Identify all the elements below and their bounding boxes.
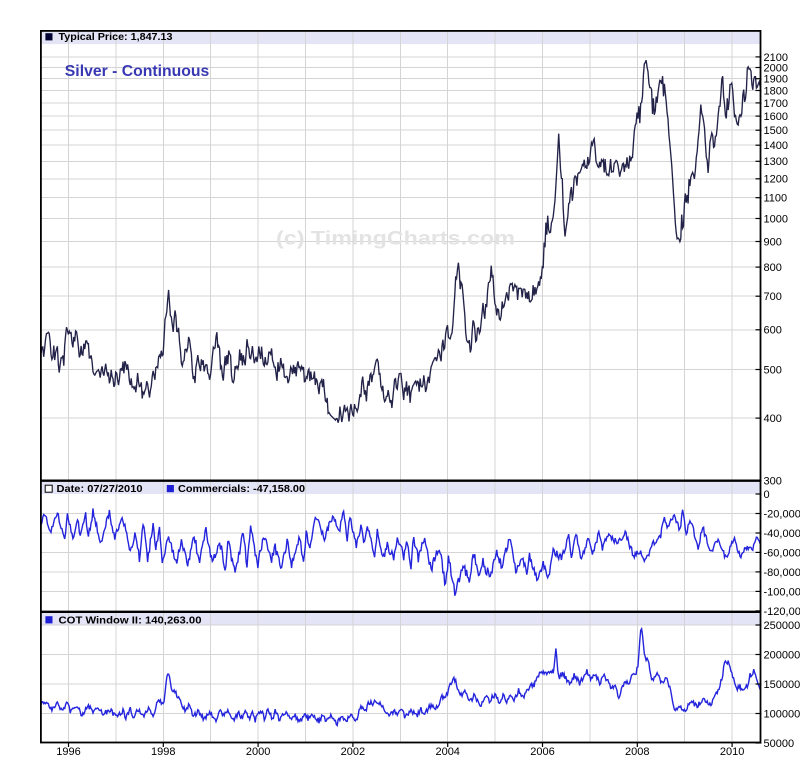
svg-text:700: 700	[764, 291, 782, 303]
svg-text:Date: 07/27/2010: Date: 07/27/2010	[57, 484, 143, 495]
svg-text:-120,000: -120,000	[764, 606, 800, 618]
svg-text:Typical Price: 1,847.13: Typical Price: 1,847.13	[59, 32, 173, 43]
svg-text:-80,000: -80,000	[764, 567, 800, 579]
svg-text:0: 0	[764, 489, 770, 501]
svg-text:1300: 1300	[764, 156, 788, 168]
svg-text:1200: 1200	[764, 174, 788, 186]
svg-text:2002: 2002	[341, 746, 365, 758]
svg-text:1700: 1700	[764, 98, 788, 110]
svg-text:2100: 2100	[764, 52, 788, 64]
svg-text:1800: 1800	[764, 85, 788, 97]
svg-text:1500: 1500	[764, 125, 788, 137]
svg-text:150000: 150000	[764, 679, 800, 691]
svg-text:100000: 100000	[764, 708, 800, 720]
svg-text:1100: 1100	[764, 193, 788, 205]
svg-text:2000: 2000	[764, 62, 788, 74]
svg-text:500: 500	[764, 364, 782, 376]
svg-text:-20,000: -20,000	[764, 508, 800, 520]
svg-text:1998: 1998	[151, 746, 175, 758]
svg-text:250000: 250000	[764, 620, 800, 632]
svg-text:1600: 1600	[764, 111, 788, 123]
svg-text:-100,000: -100,000	[764, 586, 800, 598]
svg-text:1996: 1996	[56, 746, 80, 758]
svg-text:400: 400	[764, 413, 782, 425]
svg-text:(c) TimingCharts.com: (c) TimingCharts.com	[276, 229, 515, 250]
svg-text:50000: 50000	[764, 738, 795, 750]
svg-text:2010: 2010	[720, 746, 744, 758]
svg-text:2004: 2004	[435, 746, 459, 758]
svg-text:800: 800	[764, 262, 782, 274]
svg-text:300: 300	[764, 476, 782, 488]
svg-text:200000: 200000	[764, 649, 800, 661]
svg-text:1900: 1900	[764, 74, 788, 86]
svg-text:2008: 2008	[625, 746, 649, 758]
svg-text:Silver - Continuous: Silver - Continuous	[65, 63, 210, 80]
svg-text:900: 900	[764, 236, 782, 248]
svg-text:-40,000: -40,000	[764, 528, 800, 540]
svg-text:2006: 2006	[530, 746, 554, 758]
svg-text:600: 600	[764, 325, 782, 337]
svg-text:Commercials: -47,158.00: Commercials: -47,158.00	[178, 484, 305, 495]
svg-text:2000: 2000	[246, 746, 270, 758]
svg-text:1000: 1000	[764, 213, 788, 225]
svg-text:COT Window II: 140,263.00: COT Window II: 140,263.00	[59, 615, 202, 626]
svg-text:-60,000: -60,000	[764, 547, 800, 559]
svg-text:1400: 1400	[764, 140, 788, 152]
